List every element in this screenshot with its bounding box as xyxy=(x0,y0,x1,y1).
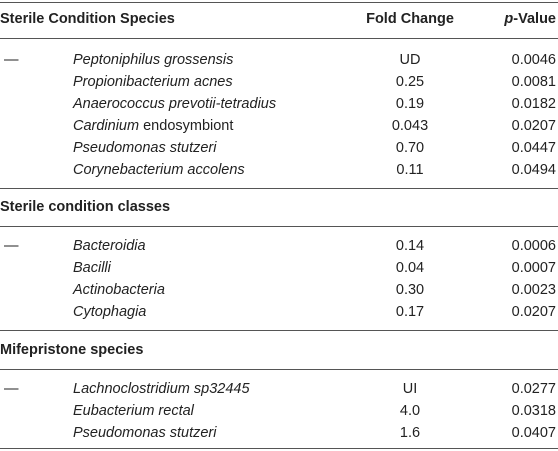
row-dash: — xyxy=(4,238,19,254)
table-row: Cytophagia 0.17 0.0207 xyxy=(0,302,558,322)
row-name: Cardinium endosymbiont xyxy=(73,118,234,134)
section-rule xyxy=(0,226,558,227)
row-p-value: 0.0277 xyxy=(511,381,556,397)
row-p-value: 0.0081 xyxy=(511,74,556,90)
section-title-row: Sterile condition classes xyxy=(0,197,558,217)
header-row: Sterile Condition Species Fold Change p-… xyxy=(0,9,558,29)
table-row: Propionibacterium acnes 0.25 0.0081 xyxy=(0,72,558,92)
row-fold-change: 0.14 xyxy=(395,238,425,254)
row-fold-change: 0.11 xyxy=(396,162,424,178)
row-fold-change: 0.04 xyxy=(395,260,425,276)
header-p-prefix: p xyxy=(504,11,514,27)
row-p-value: 0.0007 xyxy=(511,260,556,276)
header-p-suffix: -Value xyxy=(513,11,556,27)
row-fold-change: 0.043 xyxy=(391,118,429,134)
row-p-value: 0.0318 xyxy=(511,403,556,419)
row-p-value: 0.0023 xyxy=(511,282,556,298)
table-row: Pseudomonas stutzeri 1.6 0.0407 xyxy=(0,423,558,443)
row-fold-change: UI xyxy=(402,381,418,397)
row-dash: — xyxy=(4,381,19,397)
row-fold-change: 0.17 xyxy=(395,304,425,320)
row-name: Bacilli xyxy=(73,260,111,276)
row-dash: — xyxy=(4,52,19,68)
table-row: Actinobacteria 0.30 0.0023 xyxy=(0,280,558,300)
row-fold-change: 4.0 xyxy=(399,403,421,419)
row-p-value: 0.0182 xyxy=(511,96,556,112)
row-fold-change: UD xyxy=(399,52,421,68)
row-name: Anaerococcus prevotii-tetradius xyxy=(73,96,277,112)
row-fold-change: 0.19 xyxy=(395,96,425,112)
table-row: — Bacteroidia 0.14 0.0006 xyxy=(0,236,558,256)
row-p-value: 0.0494 xyxy=(511,162,556,178)
row-p-value: 0.0447 xyxy=(511,140,556,156)
row-fold-change: 0.25 xyxy=(395,74,425,90)
row-p-value: 0.0407 xyxy=(511,425,556,441)
table-row: — Lachnoclostridium sp32445 UI 0.0277 xyxy=(0,379,558,399)
section-title-row: Mifepristone species xyxy=(0,340,558,360)
bottom-rule xyxy=(0,448,558,449)
row-fold-change: 0.30 xyxy=(395,282,425,298)
row-name: Pseudomonas stutzeri xyxy=(73,425,217,441)
header-fold-change: Fold Change xyxy=(366,11,454,27)
table-row: — Peptoniphilus grossensis UD 0.0046 xyxy=(0,50,558,70)
row-p-value: 0.0207 xyxy=(511,118,556,134)
row-p-value: 0.0006 xyxy=(511,238,556,254)
row-name: Eubacterium rectal xyxy=(73,403,194,419)
row-p-value: 0.0207 xyxy=(511,304,556,320)
top-rule xyxy=(0,2,558,3)
section-rule xyxy=(0,188,558,189)
row-fold-change: 0.70 xyxy=(395,140,425,156)
row-name: Pseudomonas stutzeri xyxy=(73,140,217,156)
table-row: Pseudomonas stutzeri 0.70 0.0447 xyxy=(0,138,558,158)
row-fold-change: 1.6 xyxy=(399,425,421,441)
row-name: Corynebacterium accolens xyxy=(73,162,245,178)
row-name: Lachnoclostridium sp32445 xyxy=(73,381,250,397)
row-name: Cytophagia xyxy=(73,304,147,320)
table-row: Bacilli 0.04 0.0007 xyxy=(0,258,558,278)
row-name: Bacteroidia xyxy=(73,238,146,254)
table-row: Cardinium endosymbiont 0.043 0.0207 xyxy=(0,116,558,136)
section-rule xyxy=(0,369,558,370)
row-p-value: 0.0046 xyxy=(511,52,556,68)
section-rule xyxy=(0,330,558,331)
table-row: Corynebacterium accolens 0.11 0.0494 xyxy=(0,160,558,180)
section-title: Mifepristone species xyxy=(0,342,144,358)
row-name: Propionibacterium acnes xyxy=(73,74,233,90)
header-rule xyxy=(0,38,558,39)
section-title: Sterile condition classes xyxy=(0,199,171,215)
row-name: Actinobacteria xyxy=(73,282,165,298)
row-name: Peptoniphilus grossensis xyxy=(73,52,234,68)
table-row: Anaerococcus prevotii-tetradius 0.19 0.0… xyxy=(0,94,558,114)
header-p-value: p-Value xyxy=(504,9,556,29)
header-species: Sterile Condition Species xyxy=(0,11,175,27)
table-row: Eubacterium rectal 4.0 0.0318 xyxy=(0,401,558,421)
